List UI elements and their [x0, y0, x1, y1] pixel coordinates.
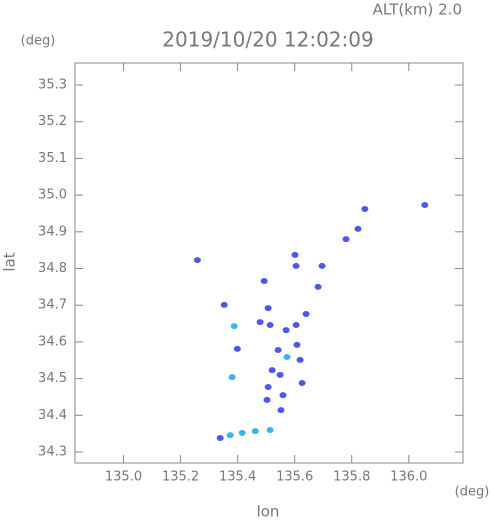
- x-tick-label: 135.6: [276, 470, 313, 485]
- echo-point: [256, 319, 264, 326]
- echo-point: [291, 251, 299, 258]
- echo-point: [279, 392, 287, 399]
- y-tick-label: 34.6: [38, 334, 67, 349]
- y-tick-label: 35.3: [38, 78, 67, 93]
- y-tick-label: 34.5: [38, 371, 67, 386]
- echo-point: [238, 429, 246, 436]
- y-unit: (deg): [21, 34, 56, 49]
- x-tick-label: 135.4: [219, 470, 256, 485]
- echo-point: [293, 341, 301, 348]
- echo-point: [226, 432, 234, 439]
- y-tick-label: 34.7: [38, 298, 67, 313]
- echo-point: [268, 367, 276, 374]
- y-tick-label: 34.3: [38, 444, 67, 459]
- echo-point: [302, 311, 310, 318]
- echo-point: [193, 257, 201, 264]
- echo-point: [296, 356, 304, 363]
- x-tick-label: 136.0: [390, 470, 427, 485]
- echo-point: [233, 345, 241, 352]
- echo-point: [283, 353, 291, 360]
- echo-point: [282, 327, 290, 334]
- echo-point: [292, 322, 300, 329]
- echo-point: [266, 322, 274, 329]
- echo-point: [274, 346, 282, 353]
- x-unit: (deg): [455, 485, 490, 500]
- echo-point: [277, 407, 285, 414]
- echo-point: [266, 426, 274, 433]
- echo-point: [228, 374, 236, 381]
- echo-point: [251, 428, 259, 435]
- y-axis-label: lat: [1, 252, 19, 271]
- echo-point: [361, 206, 369, 213]
- echo-point: [314, 283, 322, 290]
- x-tick-label: 135.2: [162, 470, 199, 485]
- echo-point: [318, 262, 326, 269]
- y-tick-label: 35.2: [38, 114, 67, 129]
- y-tick-label: 34.8: [38, 261, 67, 276]
- echo-point: [421, 202, 429, 209]
- x-tick-label: 135.8: [333, 470, 370, 485]
- echo-point: [260, 277, 268, 284]
- x-axis-label: lon: [257, 503, 280, 521]
- x-tick-label: 135.0: [105, 470, 142, 485]
- echo-point: [298, 380, 306, 386]
- echo-point: [292, 262, 300, 269]
- echo-point: [354, 225, 362, 232]
- y-tick-label: 34.4: [38, 408, 67, 423]
- altitude-label: ALT(km) 2.0: [373, 1, 462, 19]
- y-tick-label: 35.0: [38, 188, 67, 203]
- echo-point: [276, 371, 284, 378]
- y-tick-label: 34.9: [38, 224, 67, 239]
- echo-point: [264, 384, 272, 391]
- echo-point: [264, 305, 272, 312]
- echo-point: [342, 236, 350, 243]
- echo-point: [230, 323, 238, 330]
- echo-point: [220, 301, 228, 308]
- y-tick-label: 35.1: [38, 151, 67, 166]
- echo-point: [263, 396, 271, 403]
- plot-frame: [74, 62, 464, 464]
- chart-title: 2019/10/20 12:02:09: [162, 28, 373, 52]
- echo-point: [216, 435, 224, 442]
